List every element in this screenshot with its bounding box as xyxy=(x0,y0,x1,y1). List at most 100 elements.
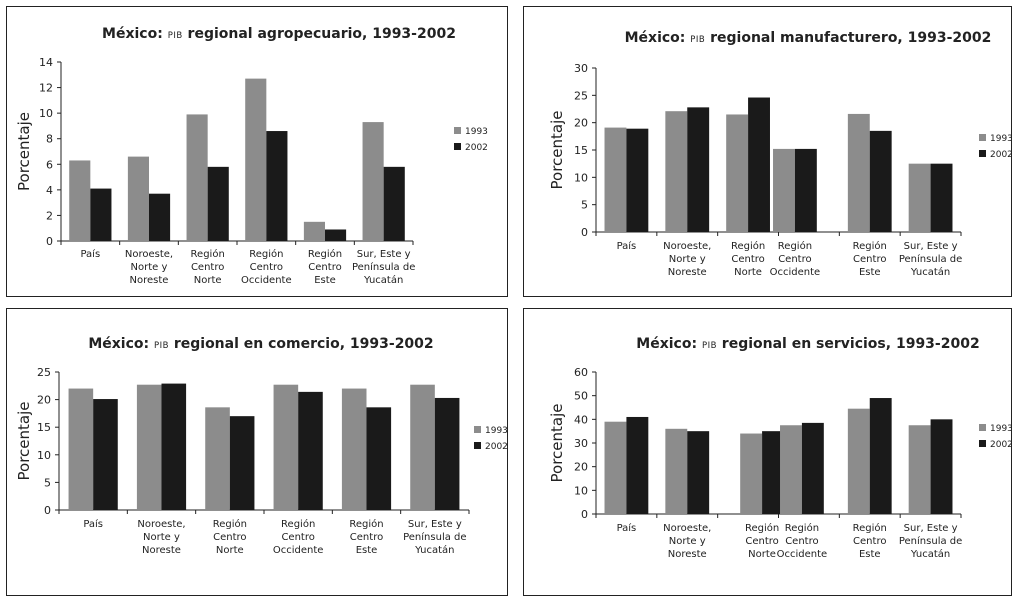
x-category-label-line: Centro xyxy=(745,536,778,547)
x-category-label: Región Centro Norte xyxy=(745,522,779,560)
x-category-label: Sur, Este y Península de Yucatán xyxy=(403,519,466,556)
y-tick-label: 10 xyxy=(39,107,53,120)
x-category-label-line: Región xyxy=(731,240,765,252)
x-category-label-line: Centro xyxy=(853,254,886,265)
chart-title-abbr: PIB xyxy=(690,35,705,45)
bar-2002-3 xyxy=(266,131,288,241)
chart-title-abbr: PIB xyxy=(702,341,717,351)
bar-1993-1 xyxy=(665,428,688,514)
legend-label-2002: 2002 xyxy=(990,150,1011,160)
x-category-label-line: Occidente xyxy=(241,275,292,286)
x-category-label-line: Centro xyxy=(350,532,383,543)
x-category-label: Sur, Este y Península de Yucatán xyxy=(899,523,962,560)
x-category-label: Región Centro Norte xyxy=(731,240,765,278)
bar-2002-4 xyxy=(366,407,392,510)
y-tick-label: 2 xyxy=(46,209,53,222)
bar-2002-2 xyxy=(207,166,229,241)
x-category-label-line: Sur, Este y xyxy=(357,249,411,260)
x-category-label-line: Región xyxy=(778,240,812,252)
chart-title: México: PIB regional agropecuario, 1993-… xyxy=(102,26,456,42)
x-category-label-line: Península de xyxy=(352,261,415,273)
bar-1993-5 xyxy=(362,122,384,241)
x-category-label-line: Occidente xyxy=(273,545,324,556)
y-tick-label: 14 xyxy=(39,56,53,69)
y-tick-label: 8 xyxy=(46,133,53,146)
chart-panel-servicios: México: PIB regional en servicios, 1993-… xyxy=(523,308,1012,596)
y-tick-label: 60 xyxy=(574,366,588,379)
legend-label-2002: 2002 xyxy=(465,143,488,153)
bar-1993-1 xyxy=(665,111,688,232)
x-category-label-line: Norte y xyxy=(669,254,706,265)
x-category-label-line: Yucatán xyxy=(414,544,454,556)
chart-title: México: PIB regional en servicios, 1993-… xyxy=(636,336,979,352)
x-category-label-line: Región xyxy=(853,522,887,534)
x-category-label-line: Centro xyxy=(308,262,341,273)
bar-1993-4 xyxy=(847,408,870,514)
x-category-label-line: Sur, Este y xyxy=(904,523,958,534)
chart-manufacturero: México: PIB regional manufacturero, 1993… xyxy=(548,30,1011,278)
y-tick-label: 25 xyxy=(574,89,588,102)
chart-title-suffix: regional en comercio, 1993-2002 xyxy=(169,336,434,352)
bar-1993-0 xyxy=(68,388,94,510)
x-category-label-line: Centro xyxy=(731,254,764,265)
bar-1993-0 xyxy=(69,160,91,241)
bar-2002-4 xyxy=(869,130,892,232)
x-category-label: Noroeste, Norte y Noreste xyxy=(137,519,185,556)
y-axis-label: Porcentaje xyxy=(15,402,33,481)
bar-1993-5 xyxy=(908,425,931,514)
x-category-label: Región Centro Norte xyxy=(191,248,225,286)
chart-title-suffix: regional en servicios, 1993-2002 xyxy=(717,336,980,352)
y-tick-label: 0 xyxy=(581,508,588,521)
x-category-label-line: Centro xyxy=(250,262,283,273)
y-tick-label: 50 xyxy=(574,390,588,403)
chart-title-prefix: México: xyxy=(625,30,691,46)
x-category-label: Noroeste, Norte y Noreste xyxy=(125,249,173,286)
x-category-label-line: Norte xyxy=(216,545,244,556)
bar-2002-5 xyxy=(930,419,953,514)
x-category-label: Sur, Este y Península de Yucatán xyxy=(352,249,415,286)
bar-1993-4 xyxy=(303,221,325,241)
x-category-label-line: Noreste xyxy=(130,275,169,286)
legend-swatch-1993 xyxy=(979,134,986,141)
x-category-label-line: Noreste xyxy=(142,545,181,556)
bar-2002-1 xyxy=(687,431,710,514)
chart-title-abbr: PIB xyxy=(168,31,183,41)
bar-2002-2 xyxy=(762,431,784,514)
y-tick-label: 15 xyxy=(37,421,51,434)
x-category-label-line: Este xyxy=(314,275,336,286)
y-tick-label: 10 xyxy=(37,449,51,462)
y-tick-label: 6 xyxy=(46,158,53,171)
bar-1993-3 xyxy=(245,78,267,241)
chart-title: México: PIB regional manufacturero, 1993… xyxy=(625,30,992,46)
y-tick-label: 4 xyxy=(46,184,53,197)
chart-title-suffix: regional manufacturero, 1993-2002 xyxy=(705,30,991,46)
bar-1993-0 xyxy=(604,127,627,232)
x-category-label-line: País xyxy=(83,518,103,530)
x-category-label-line: Región xyxy=(213,518,247,530)
bar-2002-3 xyxy=(794,148,817,232)
x-category-label-line: Noreste xyxy=(668,549,707,560)
chart-title-prefix: México: xyxy=(102,26,168,42)
x-category-label-line: Sur, Este y xyxy=(408,519,462,530)
x-category-label-line: Región xyxy=(308,248,342,260)
bar-1993-3 xyxy=(773,148,795,232)
legend-label-1993: 1993 xyxy=(465,127,488,137)
bar-2002-4 xyxy=(325,229,347,241)
legend-swatch-1993 xyxy=(454,127,461,134)
x-category-label-line: Noroeste, xyxy=(663,523,711,534)
bar-2002-2 xyxy=(229,416,255,510)
bar-2002-3 xyxy=(298,391,323,510)
y-tick-label: 12 xyxy=(39,82,53,95)
legend-label-1993: 1993 xyxy=(485,426,507,436)
y-axis-label: Porcentaje xyxy=(15,112,33,191)
x-category-label-line: Norte xyxy=(194,275,222,286)
legend-swatch-2002 xyxy=(474,442,481,449)
bar-2002-0 xyxy=(626,416,649,514)
x-category-label-line: Centro xyxy=(213,532,246,543)
x-category-label: Noroeste, Norte y Noreste xyxy=(663,241,711,278)
x-category-label-line: Norte xyxy=(748,549,776,560)
x-category-label-line: Norte y xyxy=(131,262,168,273)
legend-swatch-2002 xyxy=(979,150,986,157)
legend-label-2002: 2002 xyxy=(485,442,507,452)
bar-2002-1 xyxy=(687,107,710,232)
